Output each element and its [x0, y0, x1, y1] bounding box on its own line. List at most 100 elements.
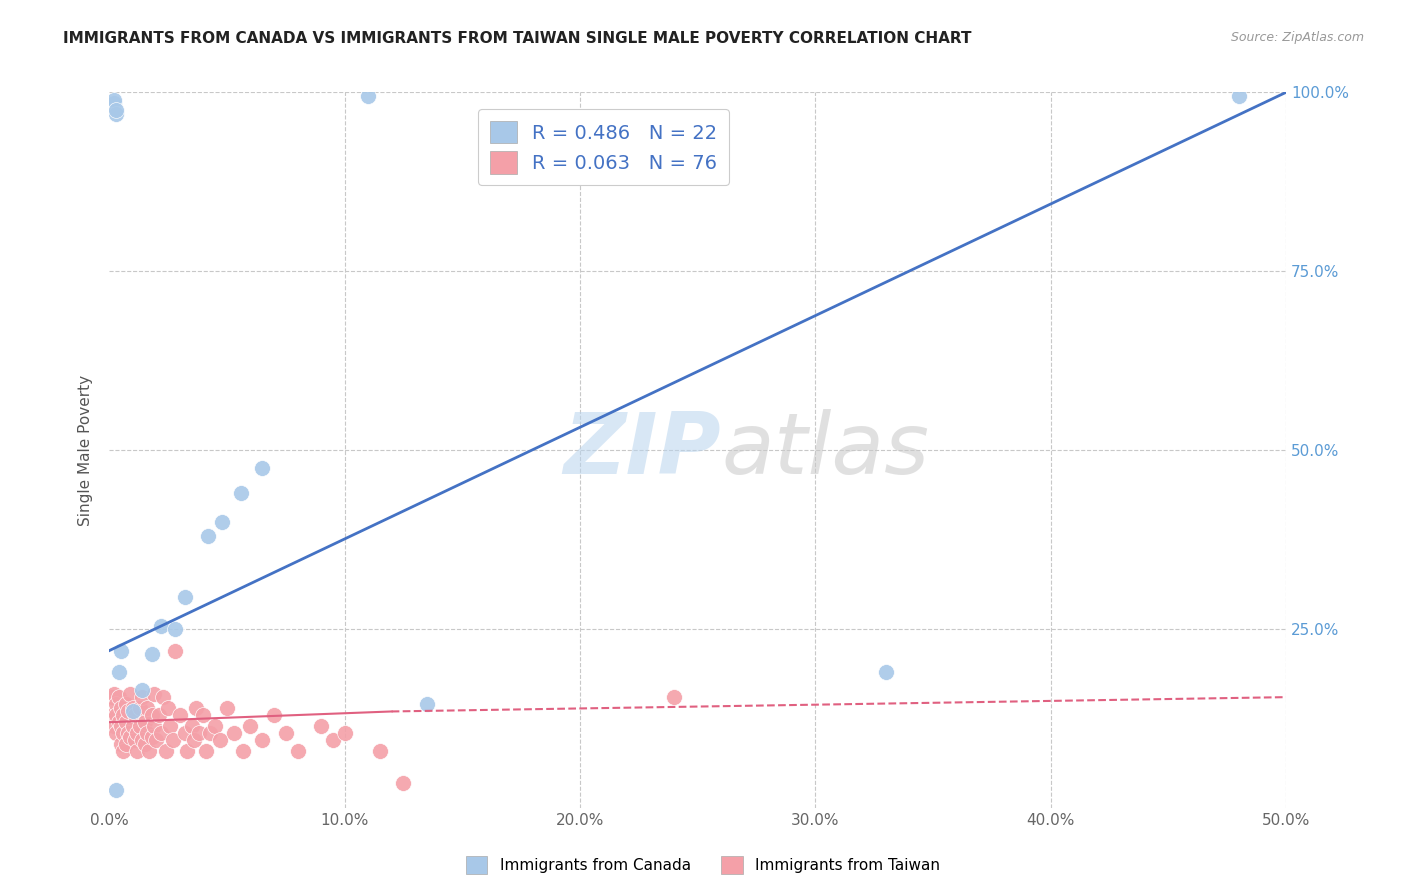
Point — [141, 730, 163, 744]
Point — [103, 93, 125, 107]
Point — [173, 590, 195, 604]
Point — [150, 618, 173, 632]
Point — [186, 701, 208, 715]
Point — [287, 744, 309, 758]
Point — [173, 726, 195, 740]
Point — [107, 665, 129, 679]
Point — [368, 744, 391, 758]
Point — [165, 643, 187, 657]
Point — [110, 701, 132, 715]
Point — [131, 733, 153, 747]
Point — [105, 698, 128, 712]
Point — [103, 687, 125, 701]
Point — [250, 461, 273, 475]
Point — [124, 733, 146, 747]
Point — [112, 708, 135, 723]
Point — [107, 715, 129, 730]
Point — [110, 643, 132, 657]
Point — [135, 701, 157, 715]
Point — [134, 715, 156, 730]
Point — [1227, 89, 1250, 103]
Point — [110, 737, 132, 751]
Point — [110, 719, 132, 733]
Point — [117, 705, 139, 719]
Point — [274, 726, 297, 740]
Point — [114, 698, 136, 712]
Point — [200, 726, 222, 740]
Point — [333, 726, 356, 740]
Point — [250, 733, 273, 747]
Point — [143, 687, 166, 701]
Point — [169, 708, 191, 723]
Point — [105, 783, 128, 797]
Point — [141, 647, 163, 661]
Point — [194, 744, 217, 758]
Point — [309, 719, 332, 733]
Legend: R = 0.486   N = 22, R = 0.063   N = 76: R = 0.486 N = 22, R = 0.063 N = 76 — [478, 109, 730, 186]
Point — [121, 701, 143, 715]
Point — [112, 726, 135, 740]
Point — [357, 89, 380, 103]
Point — [322, 733, 344, 747]
Point — [103, 96, 125, 111]
Point — [875, 665, 897, 679]
Point — [416, 698, 439, 712]
Point — [148, 708, 170, 723]
Point — [127, 726, 149, 740]
Text: atlas: atlas — [721, 409, 929, 491]
Point — [187, 726, 209, 740]
Point — [141, 708, 163, 723]
Point — [232, 744, 254, 758]
Point — [121, 705, 143, 719]
Point — [183, 733, 205, 747]
Point — [131, 683, 153, 698]
Point — [145, 733, 167, 747]
Point — [197, 529, 219, 543]
Text: ZIP: ZIP — [564, 409, 721, 491]
Point — [157, 701, 180, 715]
Point — [105, 103, 128, 118]
Point — [100, 708, 122, 723]
Point — [180, 719, 202, 733]
Point — [229, 486, 252, 500]
Point — [143, 719, 166, 733]
Point — [208, 733, 231, 747]
Point — [127, 744, 149, 758]
Point — [215, 701, 238, 715]
Point — [128, 701, 150, 715]
Point — [150, 726, 173, 740]
Text: Source: ZipAtlas.com: Source: ZipAtlas.com — [1230, 31, 1364, 45]
Y-axis label: Single Male Poverty: Single Male Poverty — [79, 375, 93, 525]
Point — [103, 719, 125, 733]
Point — [120, 730, 142, 744]
Point — [176, 744, 198, 758]
Point — [165, 622, 187, 636]
Point — [128, 719, 150, 733]
Point — [131, 690, 153, 705]
Point — [120, 687, 142, 701]
Point — [155, 744, 177, 758]
Point — [105, 726, 128, 740]
Point — [239, 719, 262, 733]
Point — [105, 708, 128, 723]
Point — [211, 515, 233, 529]
Point — [100, 690, 122, 705]
Point — [107, 690, 129, 705]
Point — [204, 719, 226, 733]
Point — [117, 726, 139, 740]
Text: IMMIGRANTS FROM CANADA VS IMMIGRANTS FROM TAIWAN SINGLE MALE POVERTY CORRELATION: IMMIGRANTS FROM CANADA VS IMMIGRANTS FRO… — [63, 31, 972, 46]
Point — [222, 726, 245, 740]
Point — [134, 737, 156, 751]
Point — [392, 776, 415, 790]
Point — [152, 690, 174, 705]
Point — [114, 737, 136, 751]
Point — [193, 708, 215, 723]
Point — [121, 719, 143, 733]
Legend: Immigrants from Canada, Immigrants from Taiwan: Immigrants from Canada, Immigrants from … — [460, 850, 946, 880]
Point — [114, 715, 136, 730]
Point — [263, 708, 285, 723]
Point — [138, 744, 160, 758]
Point — [662, 690, 685, 705]
Point — [135, 726, 157, 740]
Point — [159, 719, 181, 733]
